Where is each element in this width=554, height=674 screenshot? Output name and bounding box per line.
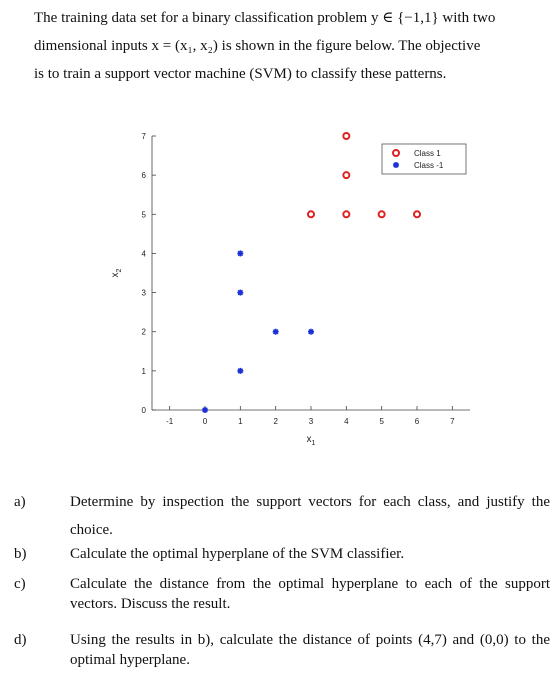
y-tick-label: 7 [142,132,147,141]
question-a-letter: a) [14,494,26,510]
y-tick-label: 2 [142,328,147,337]
question-d-text: Using the results in b), calculate the d… [70,632,550,668]
legend-class1-marker [392,149,400,157]
intro-line-3: is to train a support vector machine (SV… [34,66,447,82]
question-b-letter: b) [14,546,27,562]
x-tick-label: 6 [415,417,420,426]
y-tick-label: 5 [142,210,147,219]
x-tick-label: 3 [309,417,314,426]
question-b-text: Calculate the optimal hyperplane of the … [70,546,405,562]
class-neg1-point [237,250,244,257]
class1-point [307,210,315,219]
y-tick-label: 6 [142,171,147,180]
class1-point [342,171,351,180]
x-axis-label: x1 [307,434,316,447]
x-tick-label: 5 [379,417,384,426]
x-tick-label: 7 [450,417,455,426]
x-tick-label: -1 [166,417,174,426]
class1-point [342,132,351,140]
question-a-text: Determine by inspection the support vect… [70,494,550,538]
x-tick-label: 1 [238,417,243,426]
intro-line-2: dimensional inputs x = (x₁, x₂) is shown… [34,38,481,54]
scatter-chart: 0 1 2 3 4 5 6 7 -1 0 1 2 3 4 5 6 7 x1 x2 Class 1 Class -1 [110,132,470,447]
class-neg1-point [308,328,314,335]
y-tick-label: 1 [142,367,147,376]
class-neg1-point [237,289,244,296]
legend-class1-label: Class 1 [414,149,441,158]
class-neg1-point [202,407,208,413]
y-tick-label: 4 [142,249,147,258]
question-c-letter: c) [14,576,26,592]
y-tick-label: 0 [142,406,147,415]
legend-class-neg1-marker [393,162,399,168]
intro-line-1: The training data set for a binary class… [34,10,496,26]
class1-point [377,210,386,219]
y-axis-label: x2 [110,268,123,277]
question-c-text: Calculate the distance from the optimal … [70,576,550,612]
x-tick-label: 0 [203,417,208,426]
legend-class-neg1-label: Class -1 [414,161,444,170]
x-tick-label: 4 [344,417,349,426]
x-tick-label: 2 [273,417,278,426]
y-tick-label: 3 [142,289,147,298]
problem-statement: The training data set for a binary class… [34,4,550,88]
class-neg1-point [237,367,244,374]
class1-point [342,210,351,219]
class1-point [413,210,421,219]
question-d-letter: d) [14,632,27,648]
class-neg1-point [272,328,279,335]
